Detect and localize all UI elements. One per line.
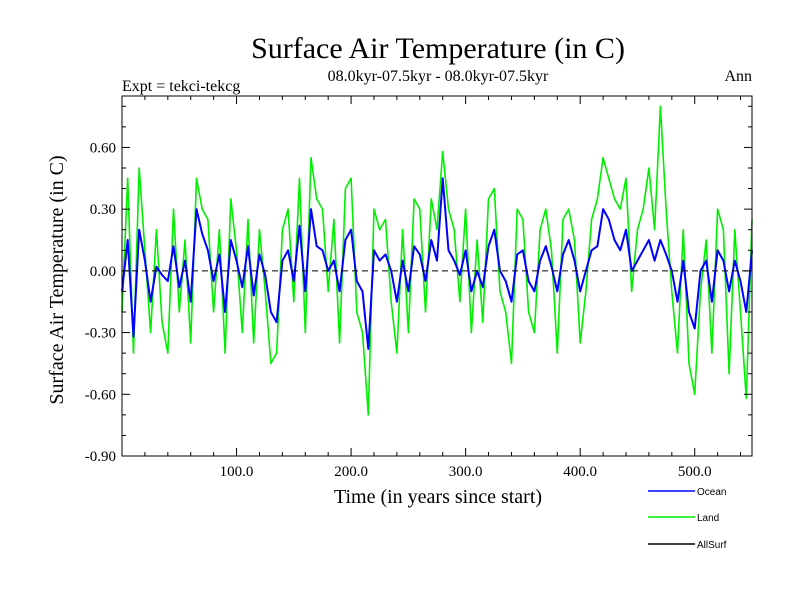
chart-title: Surface Air Temperature (in C) [251, 32, 625, 65]
x-tick-label: 400.0 [563, 464, 597, 480]
legend: Ocean Land AllSurf [648, 487, 727, 551]
y-tick-label: 0.60 [90, 140, 116, 156]
y-tick-label: 0.30 [90, 202, 116, 218]
y-axis-ticks: -0.90 -0.60 -0.30 0.00 0.30 0.60 [85, 105, 752, 465]
x-tick-label: 500.0 [678, 464, 712, 480]
plot-frame [121, 95, 753, 457]
series-line-land [121, 105, 753, 416]
y-tick-label: -0.30 [85, 326, 116, 342]
legend-label-land: Land [697, 513, 719, 524]
x-tick-label: 200.0 [334, 464, 368, 480]
y-axis-label: Surface Air Temperature (in C) [46, 155, 68, 404]
legend-label-allsurf: AllSurf [697, 540, 727, 551]
x-tick-label: 100.0 [220, 464, 254, 480]
y-tick-label: -0.60 [85, 387, 116, 403]
chart-subtitle: 08.0kyr-07.5kyr - 08.0kyr-07.5kyr [328, 68, 549, 85]
x-axis-ticks: 100.0 200.0 300.0 400.0 500.0 [144, 96, 742, 480]
y-tick-label: 0.00 [90, 264, 116, 280]
series-line-ocean [121, 177, 753, 350]
expt-label: Expt = tekci-tekcg [122, 78, 240, 95]
period-label: Ann [724, 68, 752, 85]
x-axis-label: Time (in years since start) [334, 486, 542, 508]
x-tick-label: 300.0 [449, 464, 483, 480]
legend-label-ocean: Ocean [697, 487, 726, 498]
series-layer [121, 105, 753, 416]
y-tick-label: -0.90 [85, 449, 116, 465]
